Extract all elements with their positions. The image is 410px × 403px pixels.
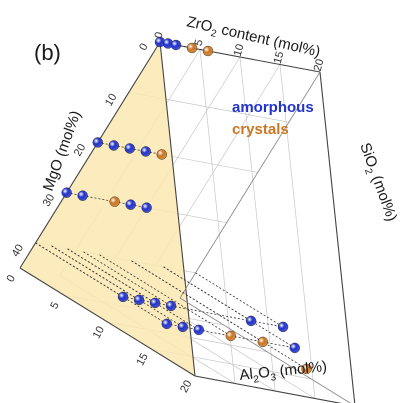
legend: amorphous crystals (232, 99, 314, 138)
amorphous-point (140, 146, 151, 157)
amorphous-point (117, 291, 129, 303)
mgo-plane-layer (20, 42, 195, 376)
amorphous-point (133, 294, 145, 306)
amorphous-point (170, 39, 182, 51)
amorphous-point (124, 143, 135, 154)
al2o3-axis-title: Al2O3 (mol%) (239, 358, 328, 387)
amorphous-point (193, 324, 205, 336)
al2o3-tick-label: 10 (91, 324, 107, 340)
crystals-point (186, 42, 198, 54)
al2o3-tick-label: 0 (5, 273, 18, 284)
amorphous-point (108, 140, 119, 151)
al2o3-tick-label: 15 (134, 351, 150, 367)
tick-labels-layer: 0 5 10 15 20 0 10 20 30 40 0 5 10 15 20 (5, 31, 327, 395)
zro2-tick-label: 10 (232, 43, 247, 58)
al2o3-tick-label: 20 (178, 378, 194, 394)
zro2-tick-label: 0 (153, 31, 166, 40)
crystals-point (225, 330, 237, 342)
amorphous-point (92, 137, 103, 148)
zro2-tick-label: 20 (312, 58, 327, 73)
amorphous-point (141, 202, 152, 213)
mgo-tick-label: 10 (103, 92, 120, 109)
crystals-point (301, 363, 312, 375)
sio2-axis-title: SiO2 (mol%) (353, 141, 400, 225)
amorphous-point (161, 318, 173, 330)
mgo-tick-label: 40 (10, 242, 27, 259)
legend-crystals: crystals (232, 121, 289, 138)
panel-label: (b) (34, 40, 61, 65)
projection-lines-layer (35, 41, 307, 370)
data-points-layer (61, 36, 312, 375)
crystals-point (109, 196, 120, 207)
amorphous-point (165, 300, 177, 312)
amorphous-point (177, 321, 189, 333)
zro2-tick-label: 5 (193, 38, 206, 47)
frame-layer (19, 41, 356, 403)
amorphous-point (125, 199, 136, 210)
amorphous-point (77, 190, 88, 201)
zro2-axis-title: ZrO2 content (mol%) (184, 13, 321, 63)
zro2-tick-label: 15 (272, 50, 287, 65)
mgo-tick-label: 0 (137, 42, 150, 53)
amorphous-point (245, 315, 257, 327)
amorphous-point (277, 321, 289, 333)
legend-amorphous: amorphous (232, 99, 314, 116)
crystals-point (257, 336, 269, 348)
amorphous-point (149, 297, 161, 309)
crystals-point (202, 45, 214, 57)
mgo-tick-label: 30 (41, 192, 58, 209)
amorphous-point (289, 342, 301, 354)
crystals-point (156, 149, 167, 160)
amorphous-point (61, 187, 72, 198)
mgo-tick-label: 20 (72, 142, 89, 159)
mgo-face (20, 42, 195, 376)
al2o3-tick-label: 5 (48, 300, 61, 311)
